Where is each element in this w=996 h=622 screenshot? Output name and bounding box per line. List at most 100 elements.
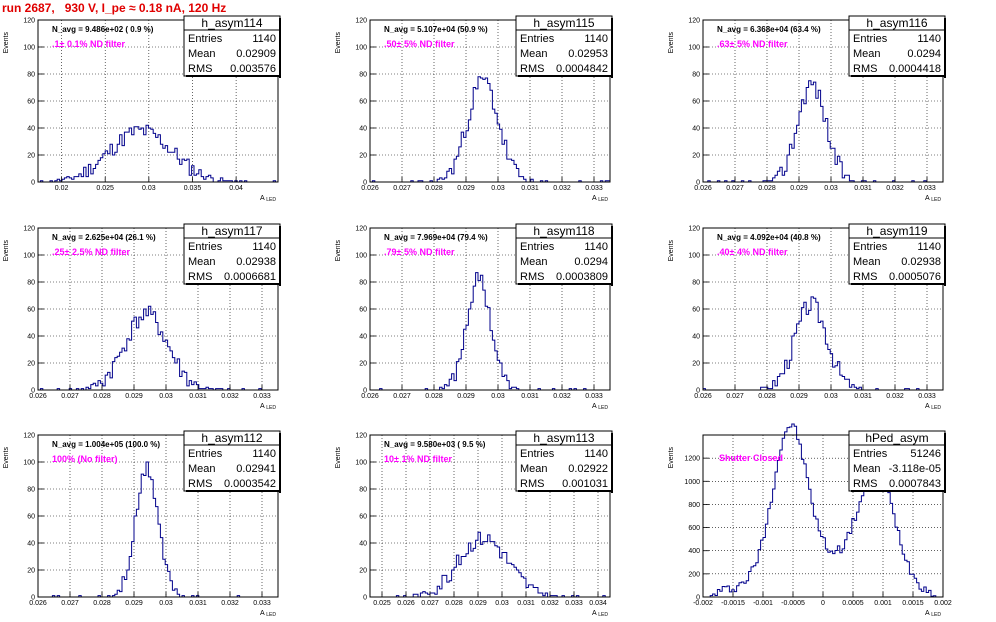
x-tick-label: -0.0005 [781,600,805,607]
navg-label: N_avg = 5.107e+04 (50.9 %) [384,25,488,34]
x-axis-title: A LED [260,610,276,618]
filter-label: Shutter Closed [719,453,783,463]
y-tick-label: 20 [692,153,700,160]
y-tick-label: 120 [688,18,700,25]
stats-value-entries: 1140 [584,33,608,45]
stats-value-entries: 1140 [252,241,276,253]
y-axis-title: Events [668,32,675,54]
y-tick-label: 120 [23,226,35,233]
stats-label-entries: Entries [188,448,223,460]
x-tick-label: 0.028 [425,185,443,192]
y-tick-label: 100 [23,460,35,467]
stats-label-entries: Entries [188,241,223,253]
stats-box [183,15,281,77]
filter-label: .79± 5% ND filter [384,247,455,257]
histogram-panel-h_asym115: 0.026 0.027 0.028 0.029 0.03 0.031 0.032 0.033 0… [335,15,613,203]
stats-value-rms: 0.0004842 [556,63,608,75]
histogram-panel-h_asym118: 0.026 0.027 0.028 0.029 0.03 0.031 0.032 0.033 0… [335,223,613,411]
y-tick-label: 80 [692,72,700,79]
stats-label-entries: Entries [520,448,555,460]
navg-label: N_avg = 7.969e+04 (79.4 %) [384,233,488,242]
y-tick-label: 200 [688,571,700,578]
y-tick-label: 80 [692,280,700,287]
x-tick-label: 0.03 [491,393,505,400]
x-tick-label: -0.001 [753,600,773,607]
y-tick-label: 0 [31,595,35,602]
x-tick-label: 0.025 [96,185,114,192]
x-tick-label: 0.032 [553,185,571,192]
histogram-panel-h_asym116: 0.026 0.027 0.028 0.029 0.03 0.031 0.032 0.033 0… [668,15,946,203]
x-tick-label: 0.028 [425,393,443,400]
x-tick-label: 0.028 [445,600,463,607]
y-tick-label: 80 [27,280,35,287]
stats-box-shadow [944,433,946,493]
y-tick-label: 40 [359,541,367,548]
x-tick-label: 0.032 [886,393,904,400]
x-tick-label: 0.03 [142,185,156,192]
y-axis-title: Events [668,447,675,469]
stats-value-mean: 0.02938 [236,256,276,268]
y-tick-label: 1000 [684,479,700,486]
stats-box [848,15,946,77]
x-tick-label: 0.0005 [842,600,864,607]
page-title: run 2687, 930 V, I_pe ≈ 0.18 nA, 120 Hz [2,1,227,15]
x-tick-label: 0.027 [61,393,79,400]
x-tick-label: -0.002 [693,600,713,607]
x-tick-label: 0.031 [189,600,207,607]
y-tick-label: 100 [23,45,35,52]
histogram-panel-h_asym113: 0.025 0.026 0.027 0.028 0.029 0.03 0.031 0.032 0… [335,430,613,618]
y-tick-label: 0 [363,180,367,187]
stats-box-shadow [851,490,946,492]
y-tick-label: 600 [688,525,700,532]
x-tick-label: 0.031 [189,393,207,400]
x-tick-label: 0.026 [361,393,379,400]
x-tick-label: 0.03 [491,185,505,192]
y-tick-label: 0 [363,595,367,602]
x-tick-label: 0.026 [694,185,712,192]
y-tick-label: 1200 [684,456,700,463]
y-axis-title: Events [335,447,342,469]
stats-box-shadow [279,226,281,286]
x-tick-label: 0.03 [824,185,838,192]
x-tick-label: 0.031 [521,393,539,400]
stats-box-shadow [186,283,281,285]
stats-value-mean: 0.02909 [236,48,276,60]
histogram-series [703,423,943,598]
x-tick-label: 0.028 [758,185,776,192]
stats-box [848,430,946,492]
y-tick-label: 40 [359,126,367,133]
stats-value-mean: 0.0294 [907,48,941,60]
x-tick-label: 0.029 [469,600,487,607]
stats-label-entries: Entries [853,33,888,45]
x-tick-label: 0.03 [159,600,173,607]
stats-label-rms: RMS [853,478,877,490]
histogram-panel-h_asym119: 0.026 0.027 0.028 0.029 0.03 0.031 0.032 0.033 0… [668,223,946,411]
histogram-name: h_asym118 [533,224,594,238]
y-tick-label: 20 [27,153,35,160]
histogram-series [370,272,610,391]
filter-label: .40± 4% ND filter [717,247,788,257]
y-tick-label: 40 [27,334,35,341]
x-tick-label: 0.032 [221,393,239,400]
y-tick-label: 800 [688,502,700,509]
stats-label-rms: RMS [520,271,544,283]
stats-box-shadow [611,226,613,286]
stats-box-shadow [851,283,946,285]
x-tick-label: 0.029 [125,393,143,400]
stats-value-mean: -3.118e-05 [889,463,941,475]
y-tick-label: 60 [359,307,367,314]
y-tick-label: 20 [27,361,35,368]
stats-value-entries: 1140 [584,448,608,460]
stats-box [515,223,613,285]
stats-label-mean: Mean [520,256,548,268]
x-tick-label: 0.03 [495,600,509,607]
stats-label-rms: RMS [853,271,877,283]
x-tick-label: 0.033 [585,393,603,400]
stats-box-shadow [611,18,613,78]
stats-label-rms: RMS [188,63,212,75]
stats-value-entries: 1140 [252,33,276,45]
y-axis-title: Events [3,32,10,54]
x-tick-label: 0.033 [253,600,271,607]
histogram-name: h_asym112 [201,431,262,445]
